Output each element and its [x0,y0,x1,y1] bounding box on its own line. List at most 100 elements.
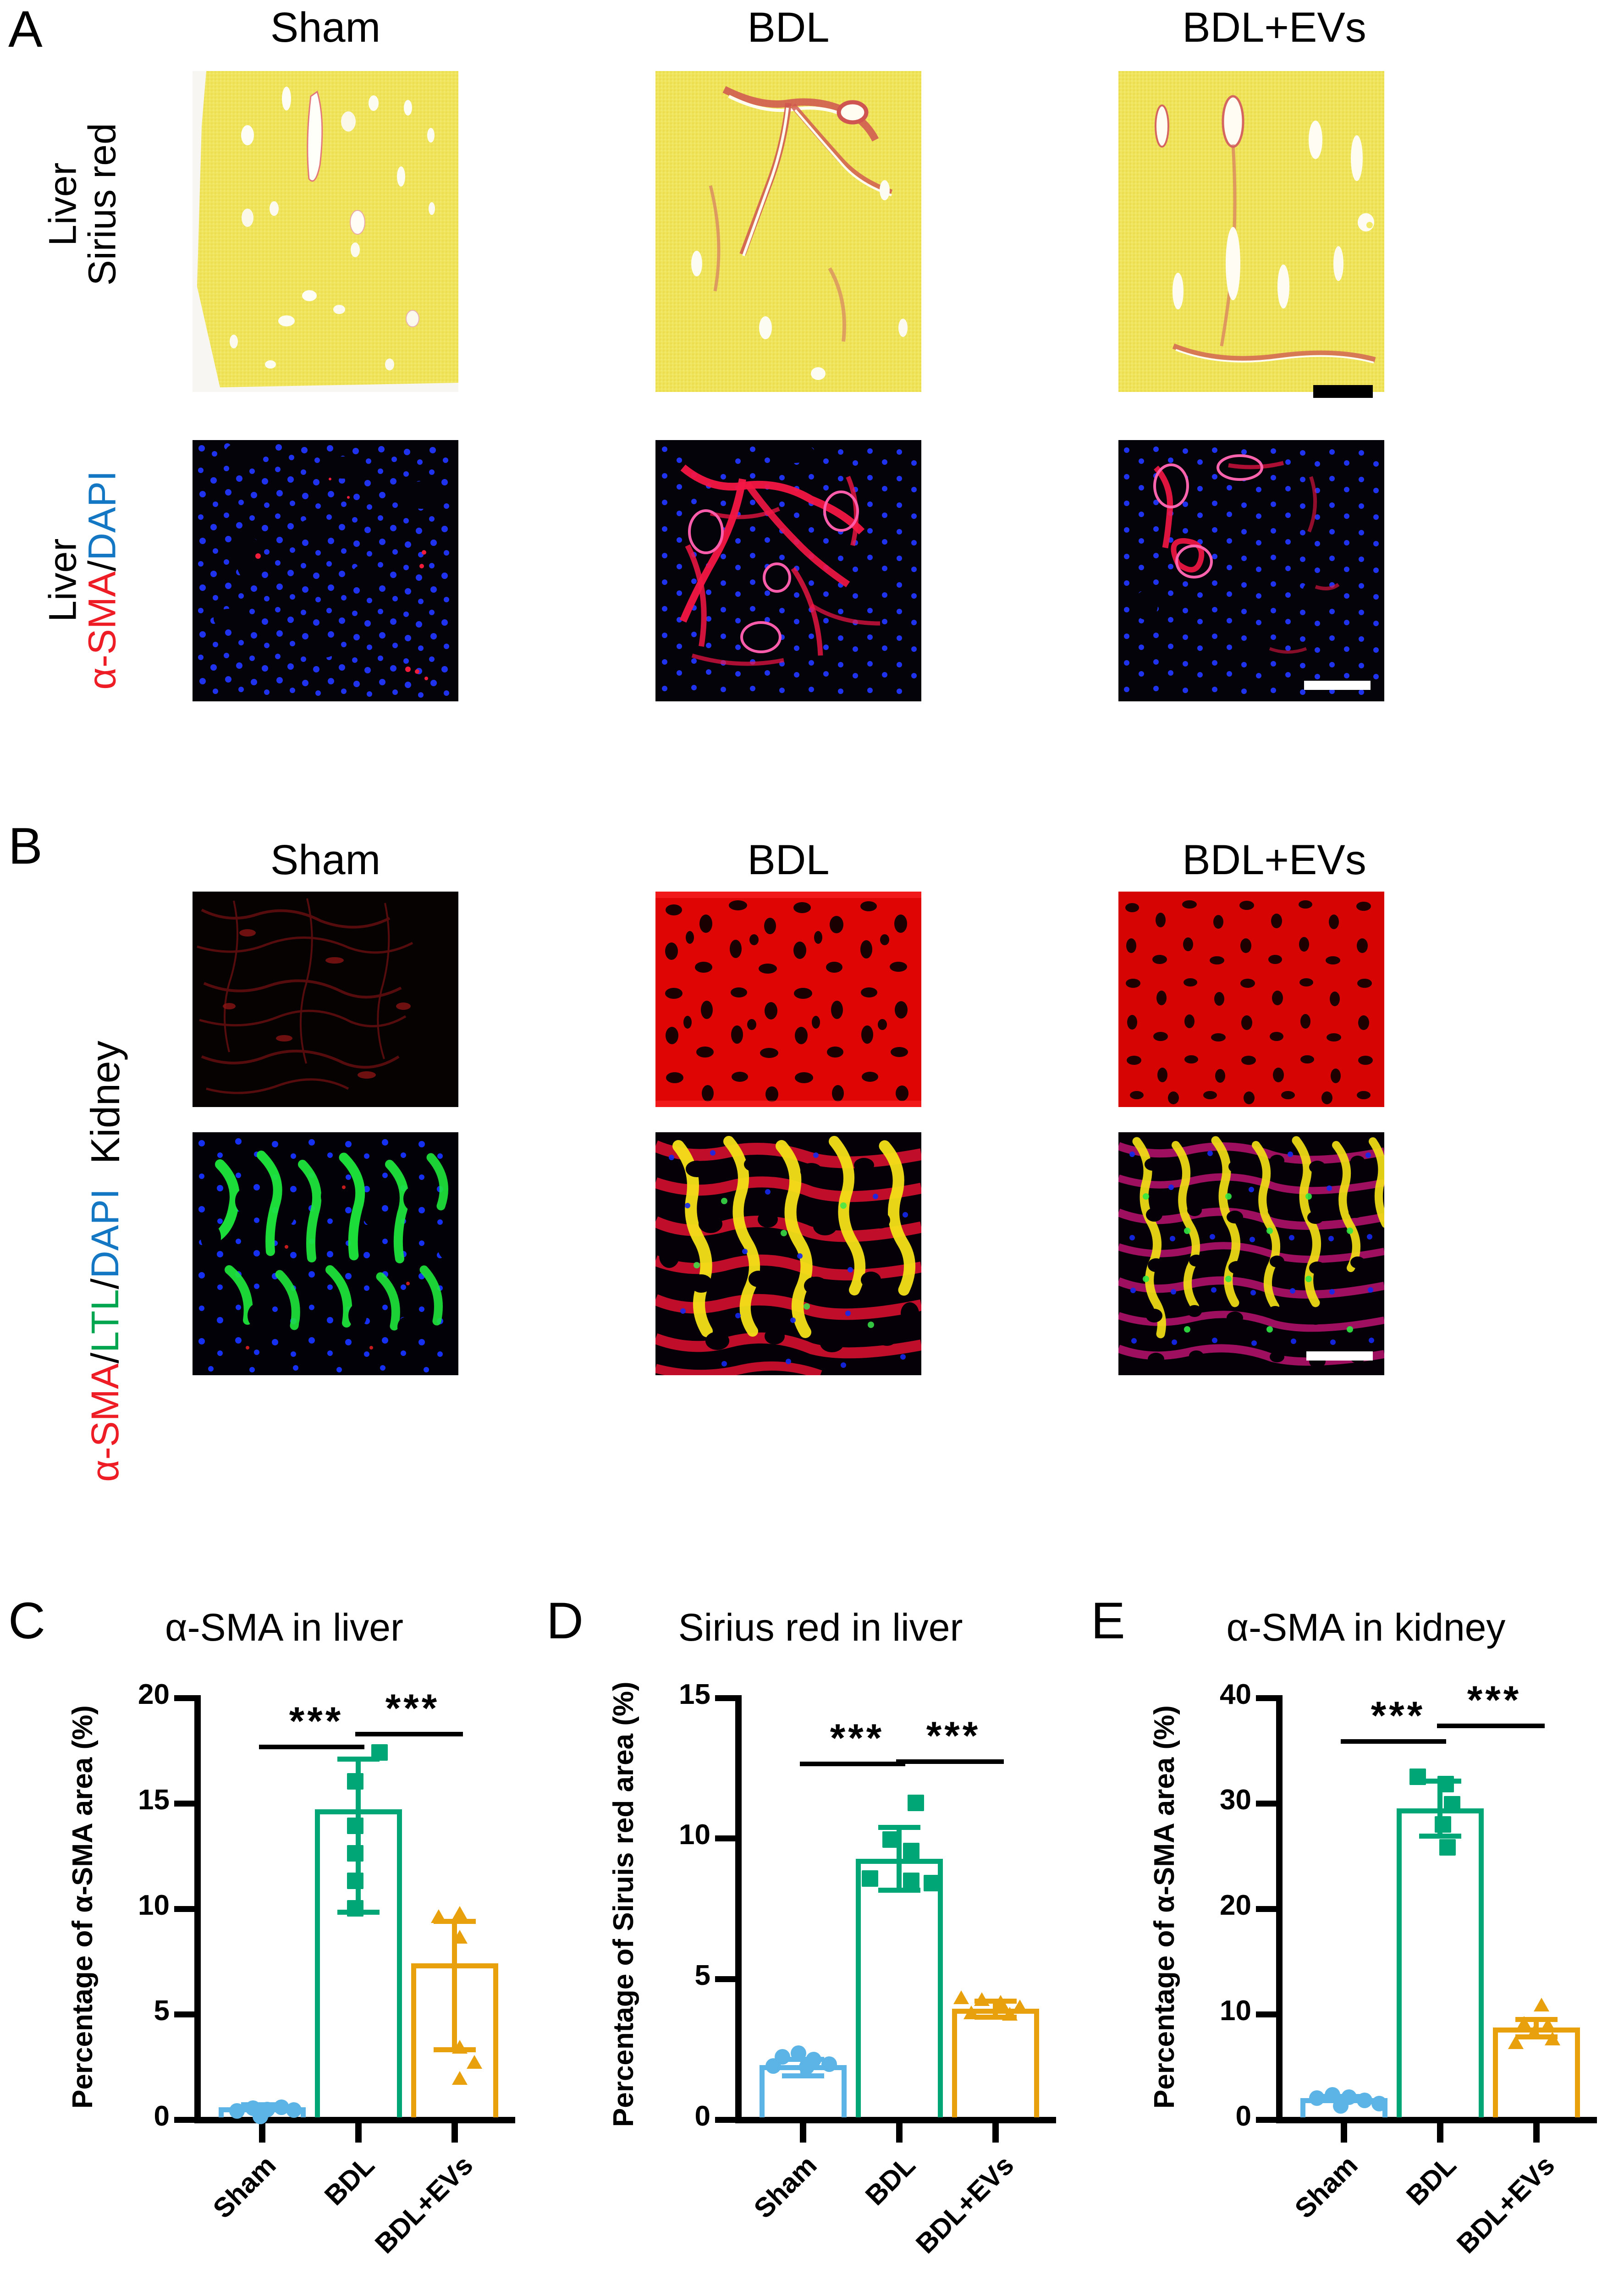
scale-bar-asma-dapi-liver [1304,681,1371,690]
chart-c: C α-SMA in liver Percentage of α-SMA are… [0,1577,541,2292]
chart-e-sig-line-1 [1341,1739,1446,1744]
chart-d-point-sham [791,2045,806,2061]
panel-b-stain-dapi: DAPI [83,1188,127,1278]
panel-a-row2-stain-dapi: DAPI [80,470,123,561]
chart-c-yticklabel-0: 0 [154,2100,170,2132]
panel-a-row1-label: Liver Sirius red [41,94,123,314]
chart-d-yticklabel-15: 15 [679,1679,710,1710]
micrograph-liver-asma-dapi-sham [193,440,458,701]
chart-d-point-bdl [903,1873,919,1889]
chart-c-ytick-10 [174,1906,195,1912]
chart-d-point-bdl-evs [953,1990,969,2004]
chart-d-xticklabel-bdlevs: BDL+EVs [910,2149,1020,2259]
panel-letter-a: A [8,0,43,58]
chart-c-point-bdl-evs [452,2071,468,2085]
panel-b-column-header-sham: Sham [270,837,381,883]
chart-c-y-axis [194,1695,201,2121]
chart-e-ytick-30 [1256,1801,1277,1807]
chart-c-xticklabel-bdl: BDL [318,2149,380,2211]
chart-e-point-bdl [1437,1776,1454,1792]
chart-d-point-bdl-evs [963,2006,979,2019]
chart-c-sig-stars-1: *** [289,1699,344,1743]
chart-d: D Sirius red in liver Percentage of Siru… [541,1577,1082,2292]
chart-e-ytick-10 [1256,2011,1277,2017]
chart-d-errorbar-bdl-evs [993,1999,998,2019]
chart-e-yticklabel-30: 30 [1220,1784,1251,1816]
chart-e-yticklabel-10: 10 [1220,1995,1251,2027]
chart-e-point-bdl-evs [1526,2025,1542,2039]
chart-d-bar-bdl-evs [952,2009,1039,2117]
chart-c-xtick-sham [259,2123,265,2143]
chart-d-sig-line-1 [800,1762,905,1766]
chart-d-xtick-bdl [896,2123,903,2143]
chart-d-yticklabel-5: 5 [694,1960,710,1991]
chart-e-point-sham [1371,2096,1387,2111]
chart-e-errorcap-bdl-bottom [1419,1834,1461,1839]
micrograph-liver-asma-dapi-bdl [655,440,921,701]
chart-d-yaxis-title: Percentage of Siruis red area (%) [608,1681,639,2127]
chart-d-xticklabel-bdl: BDL [859,2149,921,2211]
chart-c-point-bdl [347,1845,363,1862]
panel-b-column-header-bdl: BDL [747,837,830,883]
chart-c-point-bdl [347,1900,363,1917]
chart-e-errorbar-bdl [1437,1779,1442,1838]
chart-c-point-sham [229,2103,245,2119]
scale-bar-sirius-red [1313,385,1373,398]
micrograph-kidney-asma-bdl-evs [1118,892,1384,1107]
chart-e-errorcap-bdl-evs-top [1515,2017,1558,2022]
panel-a-column-header-bdl-evs: BDL+EVs [1182,4,1366,51]
chart-c-yticklabel-20: 20 [138,1679,170,1710]
chart-d-ytick-0 [715,2117,736,2123]
micrograph-kidney-merged-bdl-evs [1118,1132,1384,1375]
chart-e-point-bdl [1409,1769,1426,1785]
chart-c-xtick-bdlevs [451,2123,458,2143]
chart-d-xtick-bdlevs [992,2123,999,2143]
chart-e-xticklabel-bdl: BDL [1400,2149,1462,2211]
panel-a-row2-tissue: Liver [41,538,84,622]
panel-b-stain-sep1: / [83,1352,127,1364]
panel-letter-b: B [8,817,43,875]
chart-c-yaxis-title: Percentage of α-SMA area (%) [67,1705,99,2109]
chart-c-point-bdl-evs [467,2055,482,2069]
chart-e-point-sham [1333,2098,1349,2114]
chart-d-sig-stars-1: *** [830,1716,885,1760]
micrograph-liver-sirius-sham [193,71,458,392]
panel-a-row1-stain: Sirius red [80,123,123,286]
panel-a-row2-label: Liver α-SMA/DAPI [41,470,123,690]
chart-e-yaxis-title: Percentage of α-SMA area (%) [1149,1705,1180,2109]
chart-d-errorbar-bdl [897,1825,902,1893]
chart-e-xtick-bdl [1437,2123,1443,2143]
chart-d-sig-stars-2: *** [926,1714,981,1758]
chart-e-point-bdl [1435,1816,1451,1833]
chart-c-point-bdl [347,1873,363,1889]
chart-e-y-axis [1276,1695,1283,2121]
chart-d-ytick-15 [715,1695,736,1701]
chart-d-point-bdl [882,1831,899,1848]
chart-c-point-sham [253,2109,268,2124]
chart-d-point-bdl-evs [974,1992,990,2006]
chart-e-sig-stars-2: *** [1467,1678,1522,1722]
chart-d-y-axis [735,1695,742,2121]
chart-d-errorcap-sham-bottom [782,2073,824,2078]
chart-d-sig-line-2 [896,1759,1004,1764]
chart-e-xticklabel-sham: Sham [1288,2149,1364,2225]
chart-c-point-bdl-evs [452,2040,468,2054]
chart-c-yticklabel-10: 10 [138,1890,170,1921]
panel-b-stain-asma: α-SMA [83,1363,127,1482]
panel-a-row2-stain-asma: α-SMA [80,571,123,690]
chart-e-ytick-20 [1256,1906,1277,1912]
micrograph-kidney-asma-bdl [655,892,921,1107]
chart-e-yticklabel-20: 20 [1220,1890,1251,1921]
chart-e-point-bdl [1444,1796,1460,1813]
chart-e-point-bdl-evs [1545,2032,1560,2045]
chart-c-yticklabel-5: 5 [154,1995,170,2027]
chart-e-title: α-SMA in kidney [1226,1606,1506,1649]
chart-c-title: α-SMA in liver [165,1606,403,1649]
chart-c-sig-line-2 [355,1732,463,1736]
chart-e-point-sham [1309,2090,1325,2106]
chart-e-sig-stars-1: *** [1371,1694,1426,1738]
micrograph-kidney-merged-sham [193,1132,458,1375]
chart-d-point-bdl [903,1843,919,1859]
chart-c-sig-line-1 [259,1745,364,1749]
micrograph-kidney-merged-bdl [655,1132,921,1375]
